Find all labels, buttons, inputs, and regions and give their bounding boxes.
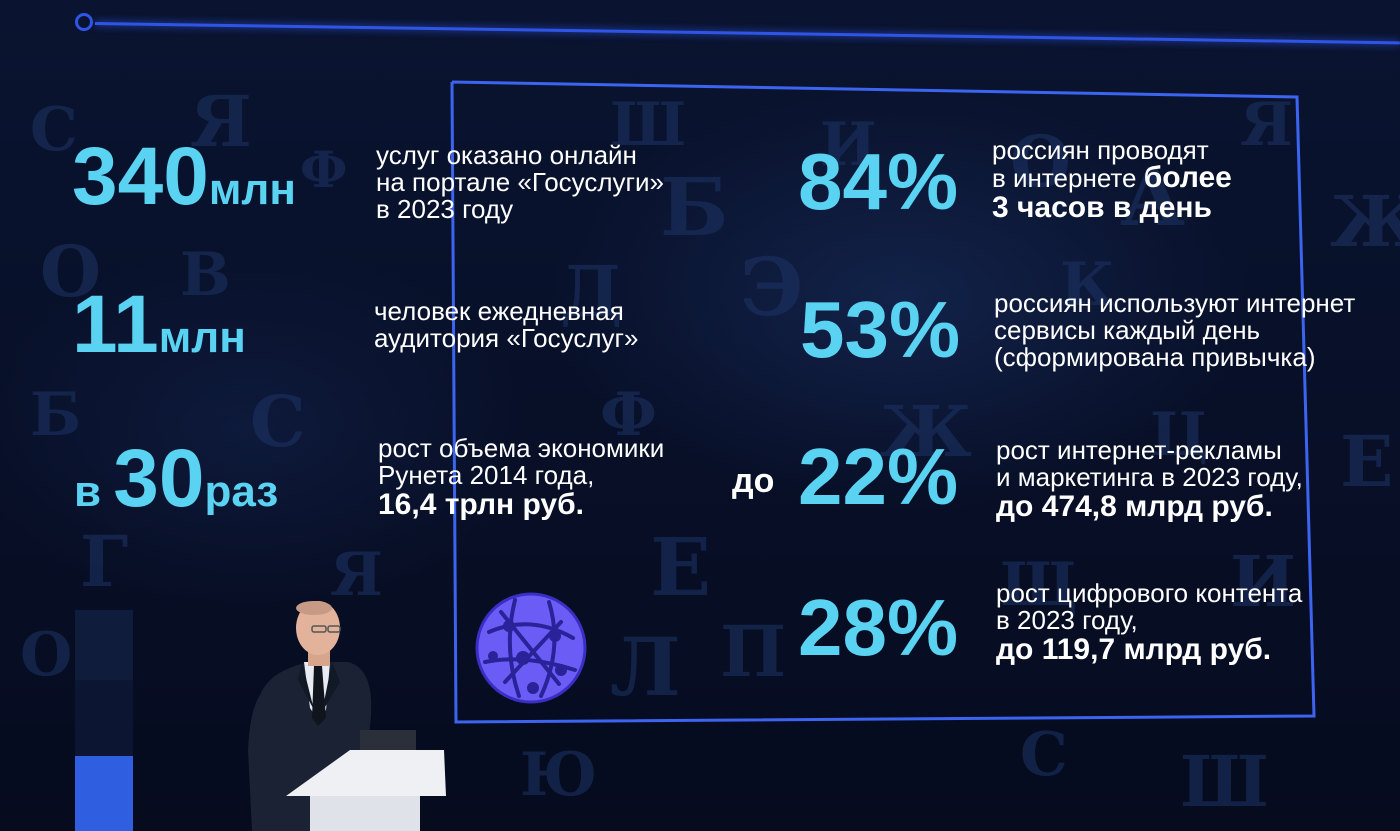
stat-number: 30 xyxy=(113,433,205,524)
stat-services-description: услуг оказано онлайн на портале «Госуслу… xyxy=(376,142,664,223)
description-line: в интернете более xyxy=(992,161,1232,194)
timeline-node-icon xyxy=(75,13,93,31)
description-line: рост интернет-рекламы xyxy=(996,435,1282,465)
stat-prefix: в xyxy=(74,467,114,516)
stat-daily-services-description: россиян используют интернет сервисы кажд… xyxy=(994,290,1355,371)
stat-audience-value: 11млн xyxy=(72,284,246,366)
stat-advertising-description: рост интернет-рекламы и маркетинга в 202… xyxy=(996,437,1303,523)
stat-content-value: 28% xyxy=(798,583,959,672)
stat-economy-value: в 30раз xyxy=(74,438,278,520)
speaker-at-podium xyxy=(248,601,446,831)
description-strong-line: до 119,7 млрд руб. xyxy=(996,633,1272,666)
stat-unit: млн xyxy=(158,313,246,362)
stat-advertising-value: 22% xyxy=(798,432,959,521)
description-line: на портале «Госуслуги» xyxy=(376,167,665,197)
description-line: услуг оказано онлайн xyxy=(376,140,637,170)
description-line: рост цифрового контента xyxy=(996,578,1303,608)
decorative-block xyxy=(75,680,133,756)
stat-daily-services-value: 53% xyxy=(800,285,961,374)
stat-services-value: 340млн xyxy=(72,136,296,218)
decorative-block xyxy=(75,756,133,831)
timeline-line xyxy=(94,22,1400,45)
description-strong-line: 3 часов в день xyxy=(992,191,1212,224)
description-strong-line: 16,4 трлн руб. xyxy=(378,488,584,521)
description-line: Рунета 2014 года, xyxy=(378,460,595,490)
stat-content-description: рост цифрового контента в 2023 году, до … xyxy=(996,580,1302,666)
stat-prefix: до xyxy=(732,462,775,500)
description-strong-line: до 474,8 млрд руб. xyxy=(996,490,1273,523)
stat-number: 340 xyxy=(72,131,209,222)
stat-unit: раз xyxy=(204,467,279,516)
description-line: и маркетинга в 2023 году, xyxy=(996,462,1303,492)
stat-audience-description: человек ежедневная аудитория «Госуслуг» xyxy=(374,298,638,352)
description-line: в 2023 году, xyxy=(996,605,1138,635)
description-line: россиян используют интернет xyxy=(994,288,1356,318)
description-line: сервисы каждый день xyxy=(994,315,1261,345)
description-line: аудитория «Госуслуг» xyxy=(374,323,639,353)
description-line: россиян проводят xyxy=(992,135,1209,165)
description-line: в 2023 году xyxy=(376,194,514,224)
description-strong-text: более xyxy=(1143,161,1232,194)
decorative-block xyxy=(75,610,133,680)
stat-internet-time-description: россиян проводят в интернете более 3 час… xyxy=(992,137,1232,224)
stat-economy-description: рост объема экономики Рунета 2014 года, … xyxy=(378,435,664,521)
stat-unit: млн xyxy=(208,165,296,214)
description-line: рост объема экономики xyxy=(378,433,665,463)
network-globe-icon xyxy=(475,592,587,704)
description-line: человек ежедневная xyxy=(374,296,624,326)
description-text: в интернете xyxy=(992,163,1144,193)
stat-internet-time-value: 84% xyxy=(798,137,959,226)
stat-number: 11 xyxy=(72,279,159,370)
description-line: (сформирована привычка) xyxy=(994,342,1316,372)
